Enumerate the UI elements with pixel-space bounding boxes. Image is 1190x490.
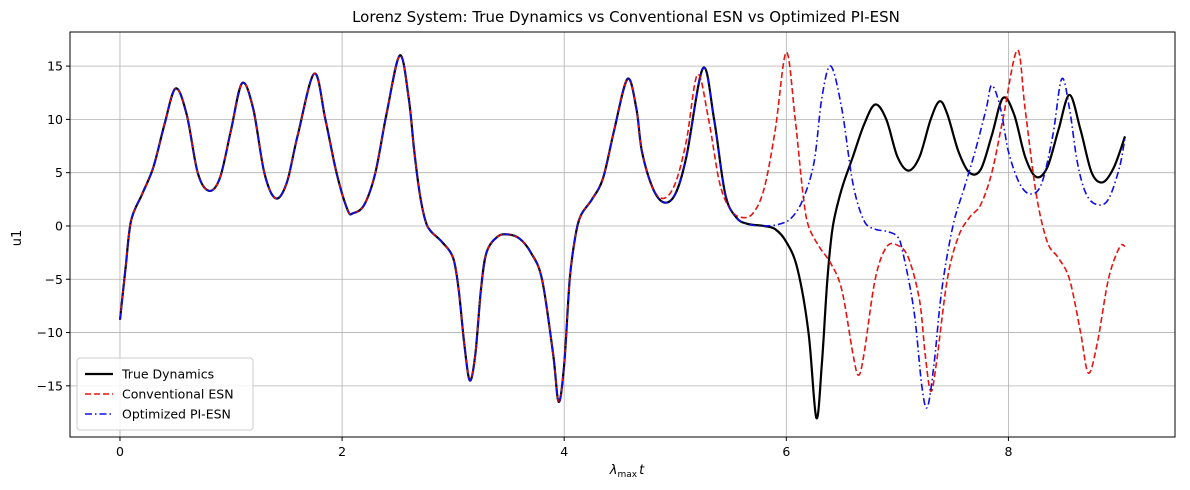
legend-entry: Conventional ESN xyxy=(122,387,234,402)
x-axis-label-sub: max xyxy=(617,470,637,480)
series-line-optimized-pi-esn xyxy=(119,54,1126,409)
grid-lines xyxy=(70,32,1175,437)
x-tick-label: 0 xyxy=(116,444,124,459)
legend-box xyxy=(76,357,254,431)
legend: True Dynamics Conventional ESN Optimized P… xyxy=(76,357,254,431)
y-axis-label: u1 xyxy=(10,230,25,247)
chart-title: Lorenz System: True Dynamics vs Conventi… xyxy=(352,8,900,26)
plot-frame xyxy=(69,31,1176,438)
y-tick-label: −15 xyxy=(37,378,63,393)
x-axis-label-t: t xyxy=(639,463,645,478)
axis-ticks: 0 2 4 6 8 −15 −10 −5 0 5 10 15 xyxy=(37,59,1013,459)
x-tick-label: 8 xyxy=(1004,444,1012,459)
x-axis-label-lambda: λ xyxy=(609,463,618,478)
y-tick-label: 0 xyxy=(55,218,63,233)
y-tick-label: 5 xyxy=(55,165,63,180)
legend-entry: Optimized PI-ESN xyxy=(122,407,231,422)
y-tick-label: 15 xyxy=(47,59,63,74)
series-line-true-dynamics xyxy=(118,54,1127,420)
series-lines xyxy=(118,49,1127,420)
x-tick-label: 4 xyxy=(560,444,568,459)
x-tick-label: 2 xyxy=(338,444,346,459)
y-tick-label: −5 xyxy=(45,272,63,287)
legend-entry: True Dynamics xyxy=(121,367,214,382)
x-tick-label: 6 xyxy=(782,444,790,459)
x-axis-label: λmax t xyxy=(609,463,645,480)
y-tick-label: −10 xyxy=(37,325,63,340)
y-tick-label: 10 xyxy=(47,112,63,127)
